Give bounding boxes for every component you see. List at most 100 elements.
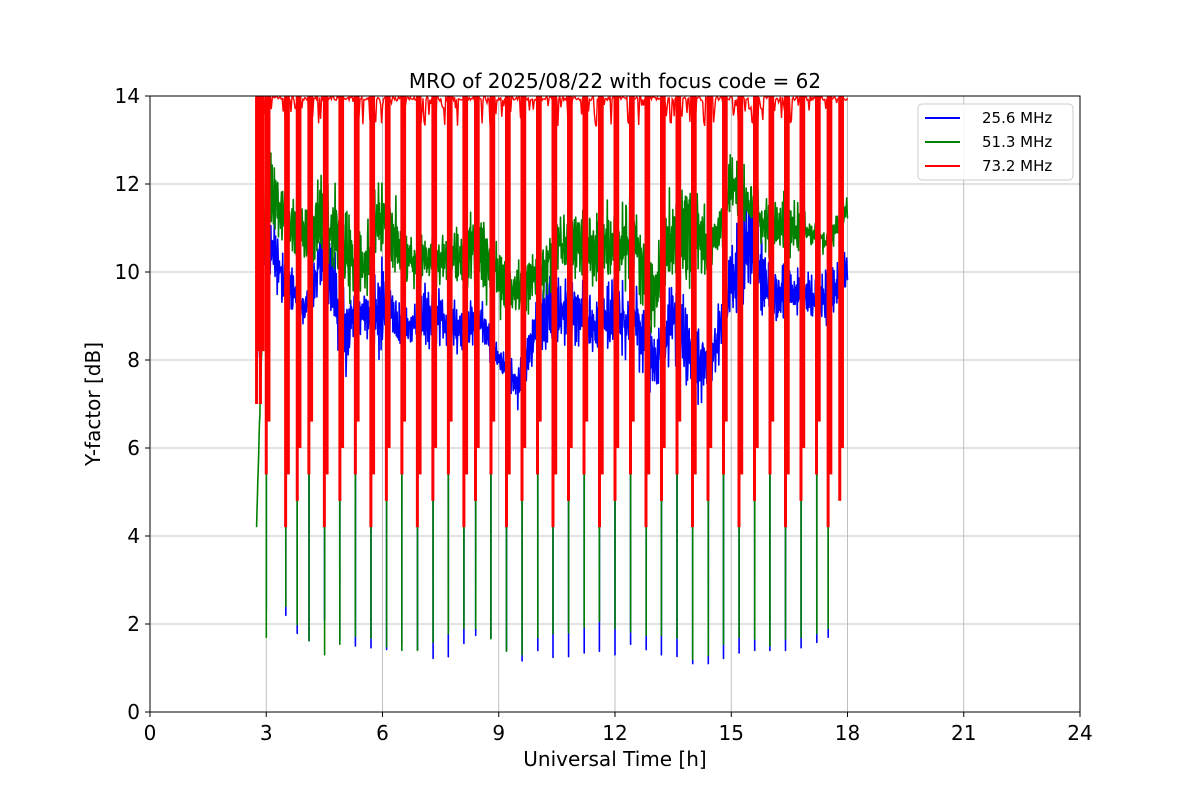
spike-73-2-mhz <box>660 96 663 501</box>
x-tick-label: 0 <box>144 721 157 745</box>
legend-label: 51.3 MHz <box>982 133 1052 151</box>
chart-title: MRO of 2025/08/22 with focus code = 62 <box>409 69 821 93</box>
spike-73-2-mhz <box>709 96 713 448</box>
spike-73-2-mhz <box>492 96 496 422</box>
spike-73-2-mhz <box>600 96 604 475</box>
x-axis-label: Universal Time [h] <box>523 747 706 771</box>
spike-73-2-mhz <box>264 96 268 475</box>
x-tick-label: 15 <box>719 721 744 745</box>
spike-73-2-mhz <box>616 96 620 448</box>
spike-73-2-mhz <box>387 96 391 448</box>
spike-73-2-mhz <box>462 96 466 528</box>
spike-73-2-mhz <box>722 96 725 475</box>
spike-73-2-mhz <box>322 96 326 528</box>
legend-label: 73.2 MHz <box>982 157 1052 175</box>
spike-73-2-mhz <box>802 96 806 448</box>
spike-73-2-mhz <box>693 96 697 475</box>
y-tick-label: 8 <box>127 348 140 372</box>
spike-73-2-mhz <box>310 96 314 422</box>
spike-73-2-mhz <box>554 96 558 475</box>
spike-73-2-mhz <box>298 96 302 448</box>
spike-73-2-mhz <box>815 96 818 475</box>
spike-73-2-mhz <box>520 96 524 501</box>
y-axis-ticks: 0 2 4 6 8 10 12 14 <box>115 84 150 724</box>
spike-73-2-mhz <box>449 96 453 422</box>
y-tick-label: 0 <box>127 700 140 724</box>
spike-73-2-mhz <box>551 96 555 528</box>
x-tick-label: 12 <box>602 721 627 745</box>
y-axis-label: Y-factor [dB] <box>81 342 105 467</box>
y-tick-label: 12 <box>115 172 140 196</box>
spike-73-2-mhz <box>755 96 759 448</box>
spike-73-2-mhz <box>598 96 601 528</box>
spike-73-2-mhz <box>507 96 511 475</box>
spike-73-2-mhz <box>295 96 299 501</box>
spike-73-2-mhz <box>817 96 821 422</box>
spike-73-2-mhz <box>582 96 586 475</box>
spike-73-2-mhz <box>284 96 288 528</box>
spike-73-2-mhz <box>476 96 480 448</box>
spike-73-2-mhz <box>489 96 493 475</box>
spike-73-2-mhz <box>325 96 329 475</box>
x-axis-ticks: 0 3 6 9 12 15 18 21 24 <box>144 712 1093 745</box>
spike-73-2-mhz <box>826 96 830 528</box>
spike-73-2-mhz <box>372 96 376 475</box>
spike-73-2-mhz <box>784 96 787 528</box>
spike-73-2-mhz <box>585 96 589 422</box>
spike-73-2-mhz <box>771 96 775 422</box>
spike-73-2-mhz <box>768 96 772 475</box>
y-tick-label: 10 <box>115 260 140 284</box>
spike-73-2-mhz <box>338 96 342 501</box>
series-line-73-2-mhz <box>255 96 849 528</box>
x-tick-label: 6 <box>376 721 389 745</box>
x-tick-label: 21 <box>951 721 976 745</box>
legend-box <box>917 103 1074 181</box>
spike-73-2-mhz <box>384 96 388 501</box>
spike-73-2-mhz <box>799 96 803 501</box>
legend-label: 25.6 MHz <box>982 109 1052 127</box>
spike-73-2-mhz <box>631 96 635 422</box>
spike-73-2-mhz <box>644 96 648 528</box>
spike-73-2-mhz <box>647 96 651 475</box>
spike-73-2-mhz <box>369 96 373 528</box>
spike-73-2-mhz <box>434 96 438 448</box>
spike-73-2-mhz <box>341 96 345 448</box>
spike-73-2-mhz <box>356 96 360 422</box>
x-tick-label: 9 <box>492 721 505 745</box>
spike-73-2-mhz <box>691 96 694 528</box>
spike-73-2-mhz <box>678 96 682 422</box>
spike-73-2-mhz <box>753 96 756 501</box>
spike-73-2-mhz <box>267 96 271 422</box>
spike-73-2-mhz <box>838 96 842 501</box>
spike-73-2-mhz <box>307 96 311 475</box>
legend: 25.6 MHz 51.3 MHz 73.2 MHz <box>917 103 1074 181</box>
spike-73-2-mhz <box>829 96 833 475</box>
y-tick-label: 14 <box>115 84 140 108</box>
spike-73-2-mhz <box>567 96 570 501</box>
spike-73-2-mhz <box>258 96 262 404</box>
spike-73-2-mhz <box>353 96 357 475</box>
spike-73-2-mhz <box>536 96 539 475</box>
spike-73-2-mhz <box>662 96 666 448</box>
spike-73-2-mhz <box>538 96 542 422</box>
spike-73-2-mhz <box>261 96 265 352</box>
spike-73-2-mhz <box>286 96 290 475</box>
spike-73-2-mhz <box>465 96 469 475</box>
spike-73-2-mhz <box>740 96 744 475</box>
spike-73-2-mhz <box>629 96 632 475</box>
spike-73-2-mhz <box>523 96 527 448</box>
spike-73-2-mhz <box>840 96 844 448</box>
spike-73-2-mhz <box>431 96 435 501</box>
spike-73-2-mhz <box>400 96 404 475</box>
x-tick-label: 3 <box>260 721 273 745</box>
spike-73-2-mhz <box>415 96 419 528</box>
spike-73-2-mhz <box>569 96 573 448</box>
spike-73-2-mhz <box>706 96 710 501</box>
spike-73-2-mhz <box>675 96 679 475</box>
spike-73-2-mhz <box>446 96 450 475</box>
y-tick-label: 2 <box>127 612 140 636</box>
spike-73-2-mhz <box>737 96 741 528</box>
spike-73-2-mhz <box>403 96 407 422</box>
series-top-band-73-2-mhz <box>255 96 849 127</box>
